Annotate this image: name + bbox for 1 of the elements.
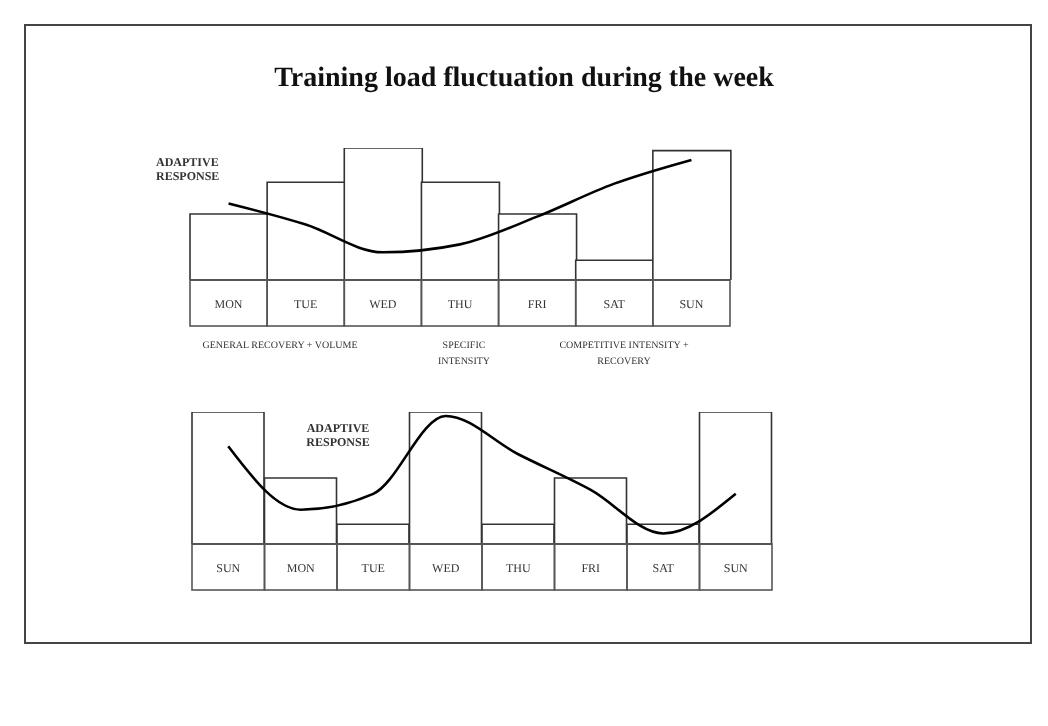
chart-title: Training load fluctuation during the week: [272, 64, 776, 96]
